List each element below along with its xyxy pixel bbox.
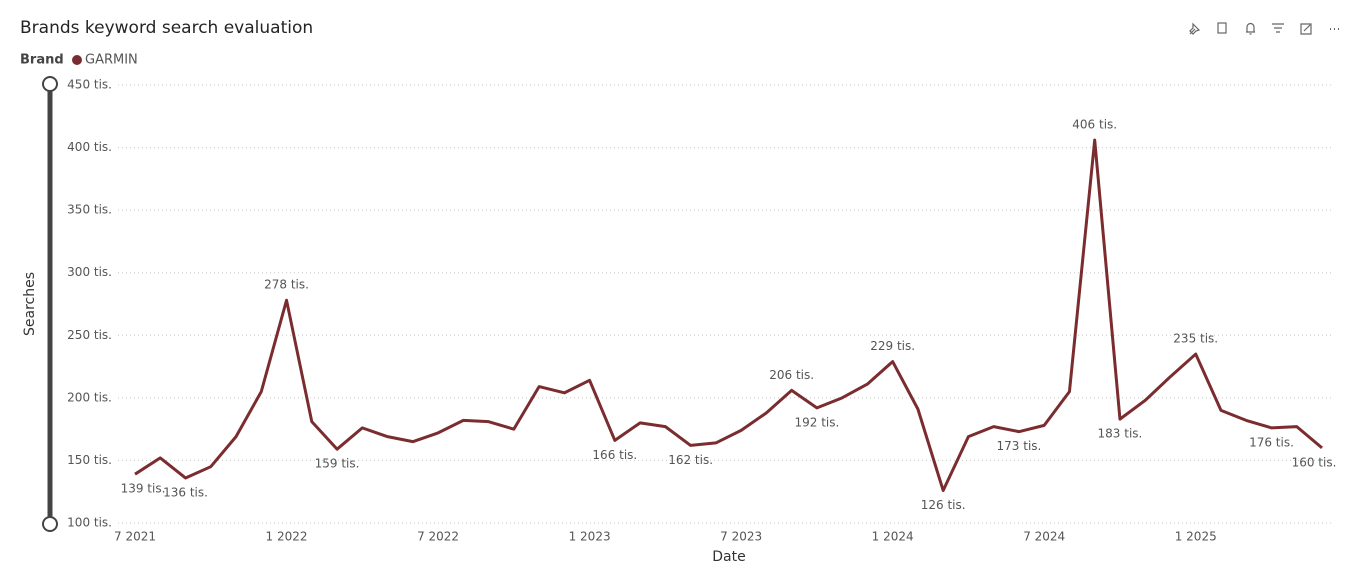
data-label: 278 tis.	[264, 278, 309, 292]
legend-entry: GARMIN	[85, 53, 138, 68]
filter-icon[interactable]	[1272, 23, 1284, 33]
x-axis-label: Date	[712, 549, 745, 565]
data-label: 406 tis.	[1072, 118, 1117, 132]
x-tick-label: 1 2023	[569, 530, 611, 544]
x-tick-label: 7 2024	[1023, 530, 1065, 544]
data-label: 139 tis.	[121, 482, 166, 496]
x-tick-label: 7 2023	[720, 530, 762, 544]
data-label: 183 tis.	[1098, 427, 1143, 441]
y-tick-label: 300 tis.	[67, 265, 112, 279]
data-label: 160 tis.	[1292, 455, 1337, 469]
data-label: 162 tis.	[668, 453, 713, 467]
data-label: 235 tis.	[1173, 332, 1218, 346]
data-label: 176 tis.	[1249, 435, 1294, 449]
y-tick-label: 250 tis.	[67, 328, 112, 342]
x-tick-label: 1 2022	[266, 530, 308, 544]
data-label: 159 tis.	[315, 457, 360, 471]
series-line	[134, 138, 1323, 492]
x-tick-label: 1 2025	[1175, 530, 1217, 544]
focus-icon[interactable]	[1300, 23, 1312, 35]
pin-icon[interactable]	[1189, 22, 1201, 35]
slider-handle[interactable]	[42, 76, 58, 92]
y-tick-label: 150 tis.	[67, 453, 112, 467]
y-tick-label: 450 tis.	[67, 78, 112, 92]
y-tick-label: 100 tis.	[67, 516, 112, 530]
visual-toolbar	[1189, 22, 1339, 35]
y-axis-label: Searches	[22, 272, 38, 336]
y-tick-label: 200 tis.	[67, 390, 112, 404]
alert-icon[interactable]	[1246, 22, 1255, 35]
y-tick-label: 400 tis.	[67, 140, 112, 154]
x-tick-label: 7 2022	[417, 530, 459, 544]
copy-icon[interactable]	[1217, 22, 1227, 34]
data-label: 166 tis.	[592, 448, 637, 462]
data-label: 126 tis.	[921, 498, 966, 512]
chart-title: Brands keyword search evaluation	[20, 18, 313, 38]
y-tick-label: 350 tis.	[67, 203, 112, 217]
slider-handle[interactable]	[42, 516, 58, 532]
data-label: 206 tis.	[769, 368, 814, 382]
data-label: 136 tis.	[163, 485, 208, 499]
legend-marker	[72, 55, 82, 65]
legend-title: Brand	[20, 53, 64, 68]
data-label: 192 tis.	[794, 415, 839, 429]
zoom-slider[interactable]	[42, 76, 58, 532]
data-label: 173 tis.	[997, 439, 1042, 453]
x-tick-label: 1 2024	[872, 530, 914, 544]
data-label: 229 tis.	[870, 339, 915, 353]
x-tick-label: 7 2021	[114, 530, 156, 544]
